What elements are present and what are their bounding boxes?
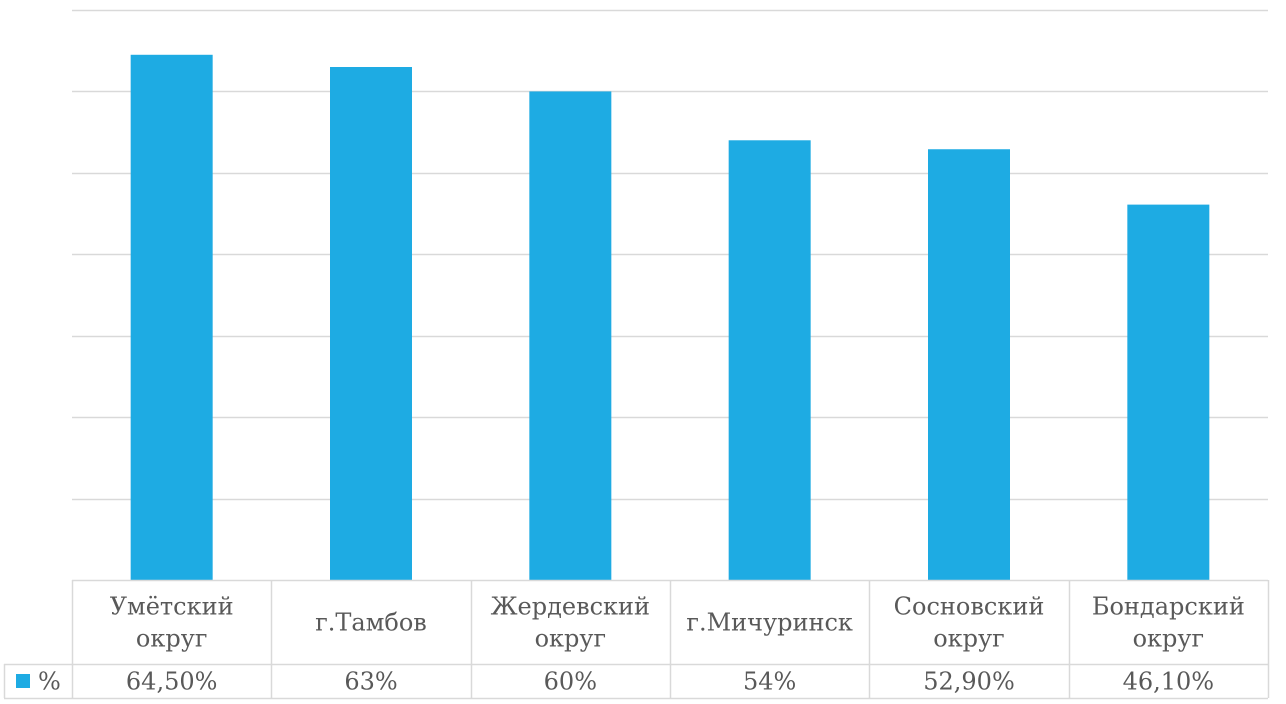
legend-key	[16, 674, 30, 688]
category-label: Умётский округ	[110, 592, 234, 652]
bar	[529, 91, 612, 580]
data-table: Умётский округ г.Тамбов Жердевский округ г.Ми…	[3, 579, 1270, 700]
value-label: 64,50%	[126, 667, 218, 695]
category-label: Жердевский округ	[491, 592, 650, 652]
value-label: 60%	[544, 667, 597, 695]
bar	[1127, 204, 1210, 580]
value-label: 63%	[344, 667, 397, 695]
value-label: 46,10%	[1123, 667, 1215, 695]
bar	[130, 54, 213, 581]
category-label: Бондарский округ	[1092, 592, 1245, 652]
category-label: г.Мичуринск	[686, 608, 853, 636]
value-label: 54%	[743, 667, 796, 695]
bar-series	[130, 54, 1210, 581]
bar	[728, 140, 811, 581]
category-label: г.Тамбов	[315, 608, 427, 636]
bar	[330, 67, 412, 580]
bar	[928, 149, 1010, 580]
category-label: Сосновский округ	[894, 592, 1045, 652]
value-label: 52,90%	[923, 667, 1015, 695]
series-name: %	[38, 667, 61, 695]
gridlines	[72, 9, 1268, 501]
